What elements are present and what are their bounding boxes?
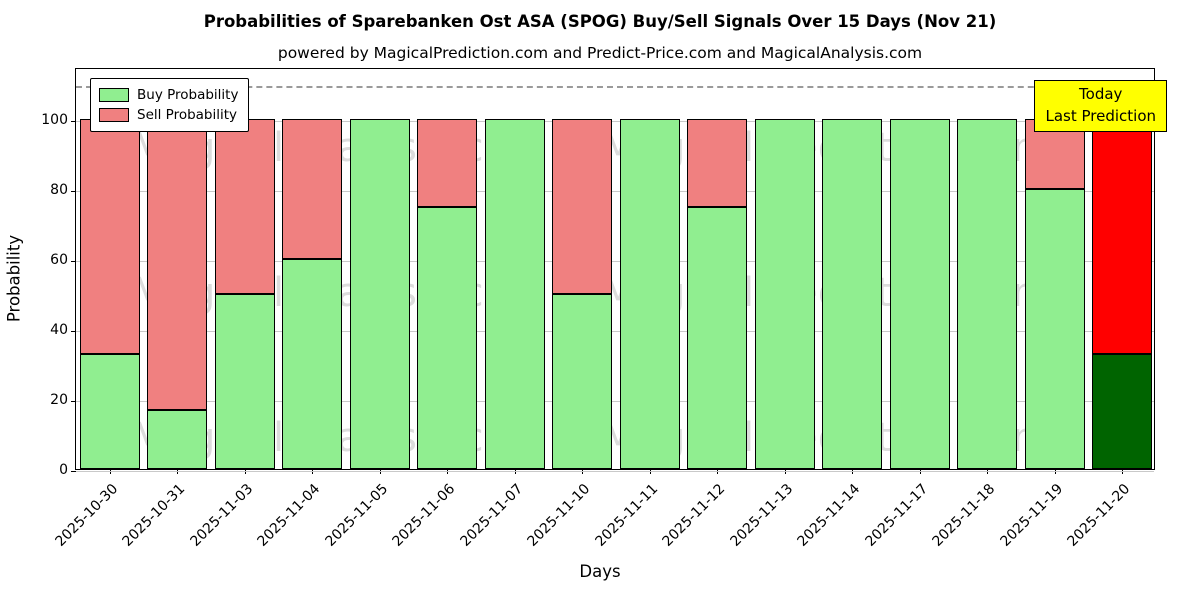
chart-title: Probabilities of Sparebanken Ost ASA (SP… bbox=[203, 12, 997, 31]
gridline bbox=[76, 261, 1154, 263]
bar-segment-sell bbox=[147, 119, 208, 410]
bar-segment-buy bbox=[889, 119, 950, 469]
bar-segment-buy bbox=[79, 353, 140, 469]
bar-segment-buy bbox=[147, 409, 208, 469]
sell-swatch-icon bbox=[99, 108, 129, 122]
bar-segment-buy bbox=[1092, 353, 1153, 469]
bar-segment-buy bbox=[484, 119, 545, 469]
plot-area: Buy Probability Sell Probability Today L… bbox=[41, 68, 1167, 550]
y-tick-mark bbox=[71, 191, 76, 193]
bar-segment-sell bbox=[552, 119, 613, 295]
bar-segment-sell bbox=[1092, 119, 1153, 354]
annotation-line1: Today bbox=[1079, 85, 1123, 103]
y-tick-label: 80 bbox=[50, 182, 68, 199]
gridline bbox=[76, 121, 1154, 123]
y-tick-mark bbox=[71, 121, 76, 123]
bar-segment-buy bbox=[282, 259, 343, 469]
bar-segment-buy bbox=[214, 294, 275, 469]
bar-segment-buy bbox=[417, 206, 478, 469]
gridline bbox=[76, 191, 1154, 193]
y-axis-label: Probability bbox=[4, 234, 24, 323]
bar-segment-buy bbox=[957, 119, 1018, 469]
y-tick-label: 100 bbox=[41, 112, 68, 129]
annotation-line2: Last Prediction bbox=[1045, 106, 1156, 125]
y-tick-mark bbox=[71, 331, 76, 333]
gridline bbox=[76, 471, 1154, 472]
gridline bbox=[76, 331, 1154, 333]
bar-segment-buy bbox=[754, 119, 815, 469]
y-tick-label: 40 bbox=[50, 322, 68, 339]
legend-label-sell: Sell Probability bbox=[137, 107, 238, 123]
chart-subtitle: powered by MagicalPrediction.com and Pre… bbox=[277, 44, 923, 62]
legend: Buy Probability Sell Probability bbox=[90, 78, 250, 132]
bar-segment-buy bbox=[687, 206, 748, 469]
y-tick-label: 60 bbox=[50, 252, 68, 269]
legend-item-sell: Sell Probability bbox=[99, 105, 238, 125]
bar-segment-buy bbox=[349, 119, 410, 469]
bar-segment-sell bbox=[214, 119, 275, 295]
x-axis-label: Days bbox=[579, 562, 621, 581]
legend-label-buy: Buy Probability bbox=[137, 87, 239, 103]
buy-swatch-icon bbox=[99, 88, 129, 102]
y-tick-mark bbox=[71, 261, 76, 263]
bar-segment-buy bbox=[822, 119, 883, 469]
y-tick-mark bbox=[71, 471, 76, 472]
y-tick-label: 0 bbox=[59, 462, 68, 478]
bar-segment-sell bbox=[417, 119, 478, 207]
bar-segment-sell bbox=[282, 119, 343, 260]
legend-item-buy: Buy Probability bbox=[99, 85, 238, 105]
bar-segment-sell bbox=[687, 119, 748, 207]
y-tick-mark bbox=[71, 401, 76, 403]
dashed-cutoff-line bbox=[76, 86, 1154, 89]
bar-segment-buy bbox=[552, 294, 613, 469]
bar-segment-sell bbox=[79, 119, 140, 354]
y-tick-label: 20 bbox=[50, 392, 68, 409]
bar-segment-buy bbox=[1024, 189, 1085, 469]
gridline bbox=[76, 401, 1154, 403]
today-annotation: Today Last Prediction bbox=[1034, 80, 1167, 132]
bar-segment-buy bbox=[619, 119, 680, 469]
